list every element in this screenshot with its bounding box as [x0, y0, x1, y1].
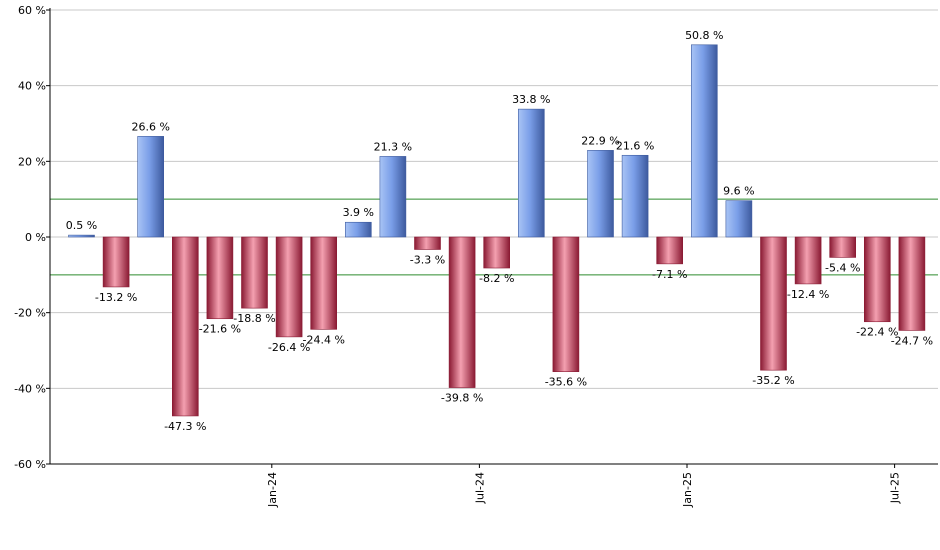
bar-value-label: -22.4 % [856, 326, 898, 339]
y-tick-label: -60 % [14, 458, 46, 471]
bar-value-label: -26.4 % [268, 341, 310, 354]
bar-value-label: 50.8 % [685, 29, 723, 42]
x-tick-label: Jul-24 [473, 472, 486, 504]
bar [656, 236, 684, 265]
y-tick-label: 20 % [18, 155, 46, 168]
bar [448, 236, 476, 388]
bar [344, 221, 372, 238]
y-tick-label: -20 % [14, 307, 46, 320]
bar-value-label: 22.9 % [581, 134, 619, 147]
bar [241, 236, 268, 309]
bar-value-label: -18.8 % [233, 312, 275, 325]
bar [760, 236, 787, 371]
y-tick-label: 40 % [18, 80, 46, 93]
bar [379, 156, 407, 238]
bar-value-label: 33.8 % [512, 93, 550, 106]
bar [414, 236, 441, 250]
x-tick-label: Jan-25 [681, 472, 694, 508]
bar [863, 236, 891, 323]
bar-value-label: -47.3 % [164, 420, 206, 433]
bar-value-label: -13.2 % [95, 291, 137, 304]
bars [68, 44, 926, 417]
bar-value-label: -39.8 % [441, 392, 483, 405]
y-tick-label: 60 % [18, 4, 46, 17]
x-tick-label: Jul-25 [889, 472, 902, 504]
bar [483, 236, 511, 269]
bar-value-label: -21.6 % [199, 323, 241, 336]
bar [310, 236, 338, 330]
bar [725, 200, 753, 238]
bar [552, 236, 580, 372]
data-labels: 0.5 % -13.2 % 26.6 % -47.3 % -21.6 %-18.8 % -… [66, 29, 933, 433]
bar [206, 236, 234, 320]
bar-value-label: 21.3 % [374, 140, 412, 153]
bar-value-label: 9.6 % [723, 185, 754, 198]
bar [621, 154, 649, 238]
bar [275, 236, 303, 338]
bar-value-label: -35.6 % [545, 376, 587, 389]
bar [587, 150, 614, 238]
bar-value-label: -35.2 % [752, 374, 794, 387]
bar-value-label: -7.1 % [652, 268, 687, 281]
bar-value-label: -12.4 % [787, 288, 829, 301]
y-tick-label: -40 % [14, 382, 46, 395]
x-tick-label: Jan-24 [266, 472, 279, 508]
bar-value-label: 26.6 % [131, 120, 169, 133]
bar [690, 44, 718, 238]
bar [172, 236, 199, 417]
y-tick-label: 0 % [25, 231, 46, 244]
bar-value-label: 0.5 % [66, 219, 97, 232]
bar [137, 136, 164, 238]
bar-value-label: 21.6 % [616, 139, 654, 152]
bar [829, 236, 857, 258]
bar-value-label: -8.2 % [479, 272, 514, 285]
bar-value-label: 3.9 % [343, 206, 374, 219]
y-axis-tick-labels: 60 % 40 % 20 % 0 % -20 % -40 % -60 % [14, 4, 50, 471]
bar-value-label: -5.4 % [825, 261, 860, 274]
bar-value-label: -24.7 % [891, 334, 933, 347]
bar [68, 234, 95, 238]
bar [517, 108, 545, 238]
x-axis-tick-labels: Jan-24 Jul-24 Jan-25 Jul-25 [266, 464, 902, 508]
bar [794, 236, 822, 285]
bar-value-label: -24.4 % [302, 333, 344, 346]
bar [898, 236, 926, 331]
bar-value-label: -3.3 % [410, 253, 445, 266]
bar [102, 236, 130, 288]
